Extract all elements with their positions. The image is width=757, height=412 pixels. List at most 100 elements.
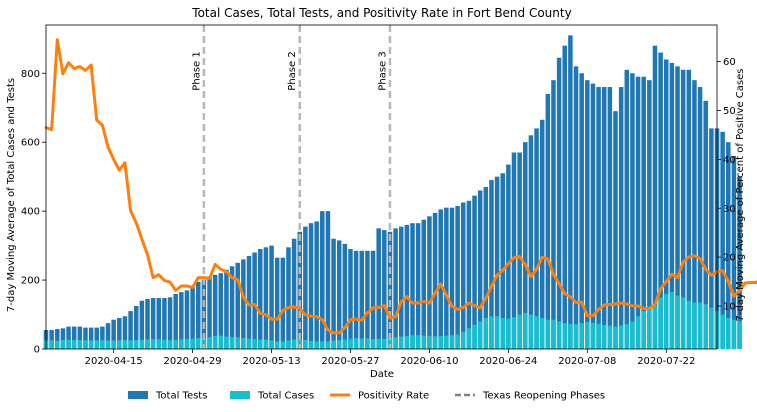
cases-bar (252, 339, 257, 349)
tests-bar (117, 317, 122, 349)
cases-bar (325, 341, 331, 349)
tests-bar (235, 262, 240, 349)
tests-bar (286, 247, 291, 349)
cases-bar (635, 316, 641, 349)
tests-bar (534, 128, 539, 349)
tests-bar (551, 80, 556, 350)
cases-bar (680, 297, 686, 349)
right-tick-label: 60 (723, 57, 736, 68)
left-tick-label: 600 (21, 138, 40, 149)
cases-bar (320, 341, 325, 349)
tests-bar (162, 297, 167, 349)
cases-bar (601, 324, 607, 349)
x-tick-label: 2020-07-08 (558, 356, 616, 367)
tests-bar (77, 326, 83, 349)
tests-bar (128, 311, 133, 349)
tests-bar (596, 87, 601, 349)
left-axis-ticks: 0 200 400 600 800 (21, 69, 46, 356)
tests-bar (133, 305, 139, 349)
tests-bar (579, 73, 584, 349)
cases-bar (573, 324, 579, 349)
axes-frame (45, 24, 718, 350)
tests-bar (382, 230, 387, 349)
x-tick-label: 2020-05-27 (321, 356, 379, 367)
right-tick-label: 40 (723, 155, 736, 166)
cases-bar (590, 322, 596, 349)
tests-bar (618, 87, 624, 349)
cases-bar (139, 339, 145, 349)
cases-bar (60, 340, 66, 349)
legend-swatch (128, 391, 148, 399)
cases-bar (303, 340, 308, 349)
chart-title: Total Cases, Total Tests, and Positivity… (191, 6, 571, 20)
tests-bar (686, 69, 692, 349)
cases-bar (568, 323, 573, 349)
cases-bar (353, 338, 359, 349)
cases-bar (483, 317, 489, 349)
cases-bar (314, 341, 319, 349)
tests-bar (737, 176, 742, 349)
tests-bar (398, 226, 404, 349)
right-tick-label: 50 (723, 106, 736, 117)
cases-bar (703, 304, 708, 349)
cases-bar (100, 340, 105, 349)
tests-bar (195, 281, 201, 349)
cases-bar (585, 322, 590, 349)
cases-bar (647, 307, 652, 349)
cases-bar (511, 317, 517, 349)
left-tick-label: 800 (21, 69, 40, 80)
tests-bar (212, 274, 218, 349)
legend-label: Positivity Rate (358, 391, 429, 402)
cases-bar (184, 339, 190, 349)
tests-bar (348, 249, 353, 349)
cases-bar (241, 337, 246, 349)
tests-bar (556, 57, 562, 350)
tests-bar (269, 245, 274, 349)
cases-bar (686, 300, 692, 349)
tests-bar (494, 176, 500, 349)
cases-bar (449, 335, 455, 349)
x-axis-ticks: 2020-04-15 2020-04-29 2020-05-13 2020-05-27… (85, 349, 695, 367)
tests-bar (545, 93, 551, 349)
tests-bar (325, 211, 331, 349)
cases-bar (534, 316, 539, 349)
tests-bar (720, 131, 725, 349)
left-tick-label: 0 (34, 345, 40, 356)
x-tick-label: 2020-06-24 (479, 356, 537, 367)
cases-bar (246, 338, 252, 349)
tests-bar (415, 223, 421, 349)
tests-bar (229, 266, 235, 349)
cases-bar (404, 335, 410, 349)
tests-bar (680, 69, 686, 349)
tests-bar (336, 240, 342, 349)
cases-bar (133, 340, 139, 349)
tests-bar (607, 87, 613, 349)
tests-bar (585, 80, 590, 350)
cases-bar (489, 316, 494, 349)
tests-bar (353, 250, 359, 349)
tests-bar (376, 228, 381, 349)
tests-bar (83, 327, 88, 349)
tests-bar (432, 212, 438, 349)
cases-bar (630, 321, 635, 349)
tests-bar (331, 238, 336, 349)
cases-bar (517, 314, 522, 349)
cases-bar (658, 297, 663, 349)
cases-bar (128, 340, 133, 349)
tests-bar (280, 257, 286, 349)
cases-bar (624, 324, 630, 349)
tests-bar (60, 328, 66, 349)
cases-bar (709, 307, 714, 349)
cases-bar (697, 302, 703, 349)
cases-bar (342, 339, 348, 349)
tests-bar (641, 76, 646, 349)
cases-bar (545, 319, 551, 349)
cases-bar (229, 336, 235, 349)
cases-bar (263, 339, 269, 349)
cases-bar (195, 338, 201, 349)
tests-bar (466, 200, 472, 349)
tests-bar (404, 224, 410, 349)
cases-bar (162, 339, 167, 349)
cases-bar (528, 314, 534, 349)
